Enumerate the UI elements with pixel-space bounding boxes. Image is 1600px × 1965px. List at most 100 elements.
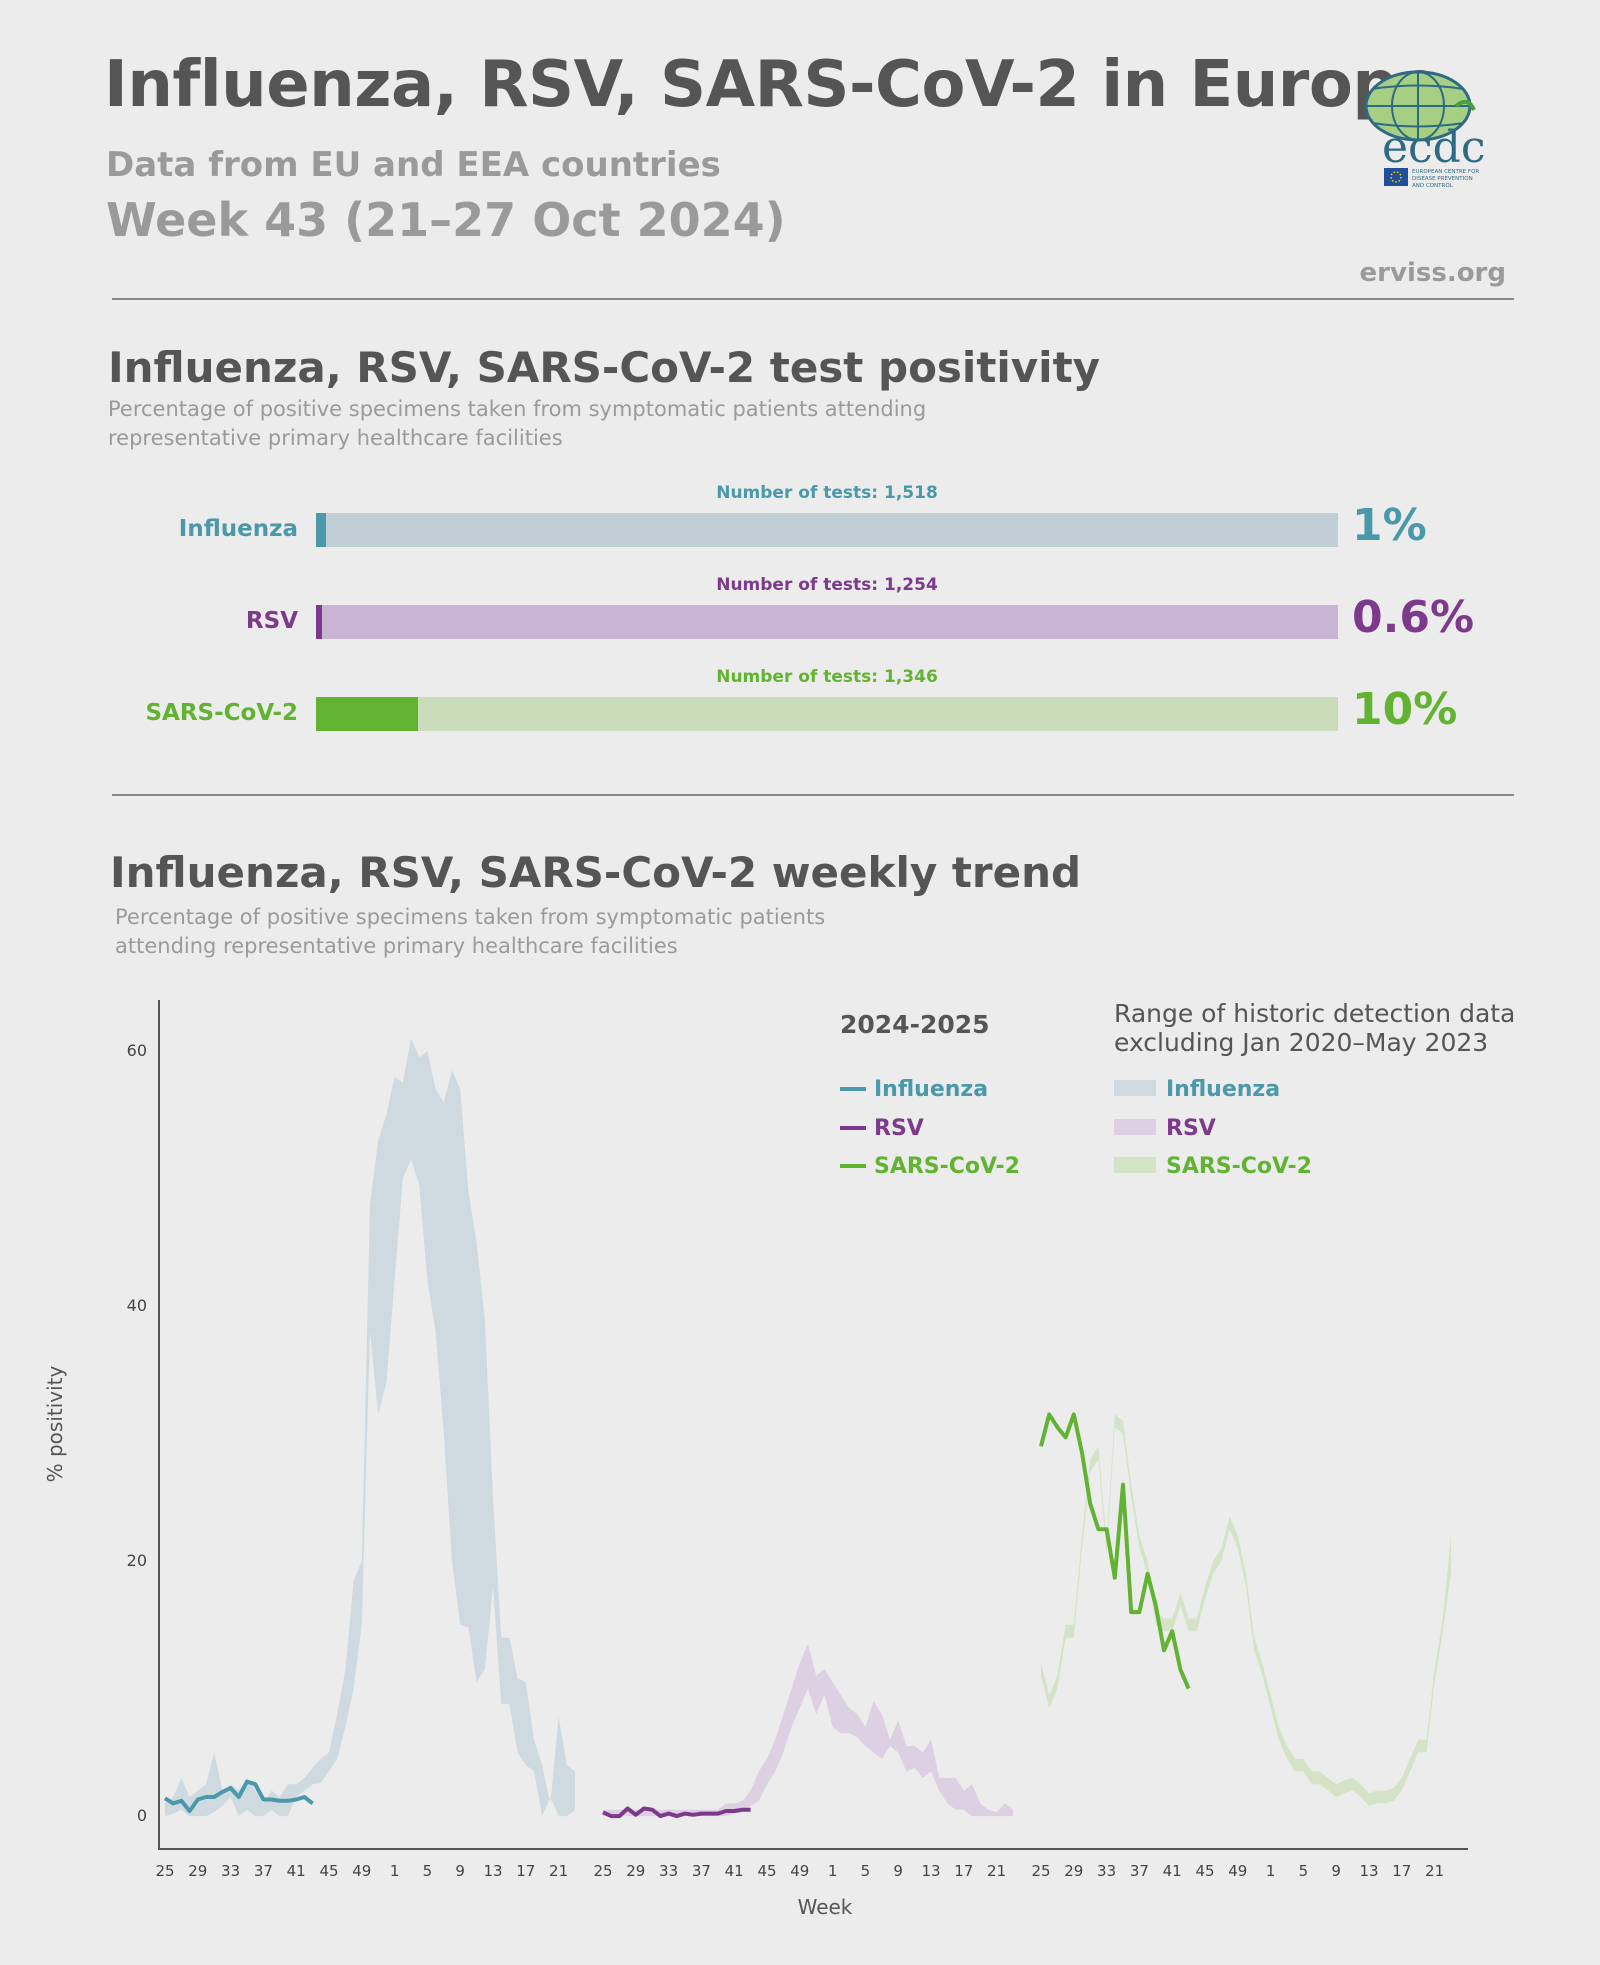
trend-subtitle: Percentage of positive specimens taken f… <box>115 903 825 961</box>
bar-fill-sars-cov-2 <box>316 697 419 731</box>
y-tick-label-20: 20 <box>127 1551 147 1570</box>
x-tick-label-influenza-33: 33 <box>221 1862 240 1880</box>
x-tick-label-rsv-49: 49 <box>790 1862 809 1880</box>
x-tick-label-rsv-45: 45 <box>757 1862 776 1880</box>
bar-track-influenza <box>316 513 1338 547</box>
legend-current-title: 2024-2025 <box>840 1010 990 1039</box>
x-tick-label-influenza-45: 45 <box>319 1862 338 1880</box>
trend-title: Influenza, RSV, SARS-CoV-2 weekly trend <box>110 848 1082 897</box>
x-tick-label-sars-cov-2-1: 1 <box>1266 1862 1276 1880</box>
logo-text: ecdc <box>1382 122 1486 173</box>
positivity-subtitle-line-1: Percentage of positive specimens taken f… <box>108 397 927 421</box>
site-link[interactable]: erviss.org <box>1359 258 1506 288</box>
positivity-subtitle: Percentage of positive specimens taken f… <box>108 395 926 453</box>
bar-label-influenza: Influenza <box>178 516 298 542</box>
x-tick-label-sars-cov-2-33: 33 <box>1097 1862 1116 1880</box>
x-tick-label-influenza-37: 37 <box>254 1862 273 1880</box>
current-season-line-rsv <box>602 1806 751 1819</box>
positivity-title: Influenza, RSV, SARS-CoV-2 test positivi… <box>108 343 1101 392</box>
x-tick-label-influenza-9: 9 <box>455 1862 465 1880</box>
tests-count-influenza: Number of tests: 1,518 <box>716 483 938 503</box>
legend-range-swatch-sars-cov-2 <box>1114 1157 1156 1173</box>
x-tick-label-influenza-29: 29 <box>188 1862 207 1880</box>
x-axis-label: Week <box>798 1895 853 1919</box>
positivity-row-influenza: Number of tests: 1,518 Influenza 1% <box>0 483 1600 563</box>
legend-range-title-line-2: excluding Jan 2020–May 2023 <box>1114 1028 1488 1057</box>
x-tick-label-sars-cov-2-21: 21 <box>1425 1862 1444 1880</box>
x-tick-label-influenza-41: 41 <box>287 1862 306 1880</box>
historic-range-band-rsv <box>603 1644 1013 1817</box>
page-subtitle-region: Data from EU and EEA countries <box>106 145 721 185</box>
logo-caption-1: EUROPEAN CENTRE FOR <box>1412 169 1479 175</box>
trend-subtitle-line-2: attending representative primary healthc… <box>115 934 678 958</box>
x-tick-label-sars-cov-2-29: 29 <box>1064 1862 1083 1880</box>
x-tick-label-influenza-21: 21 <box>549 1862 568 1880</box>
current-season-line-influenza <box>163 1779 314 1813</box>
x-tick-label-rsv-1: 1 <box>828 1862 838 1880</box>
x-tick-label-influenza-17: 17 <box>516 1862 535 1880</box>
bar-track-sars-cov-2 <box>316 697 1338 731</box>
bar-fill-rsv <box>316 605 323 639</box>
x-tick-label-influenza-13: 13 <box>483 1862 502 1880</box>
bar-fill-influenza <box>316 513 327 547</box>
positivity-subtitle-line-2: representative primary healthcare facili… <box>108 426 563 450</box>
x-tick-label-rsv-33: 33 <box>659 1862 678 1880</box>
divider-middle <box>112 794 1514 796</box>
positivity-row-sars-cov-2: Number of tests: 1,346 SARS-CoV-2 10% <box>0 667 1600 747</box>
x-tick-label-influenza-1: 1 <box>390 1862 400 1880</box>
y-tick-label-40: 40 <box>127 1296 147 1315</box>
logo-caption-3: AND CONTROL <box>1412 183 1454 189</box>
positivity-row-rsv: Number of tests: 1,254 RSV 0.6% <box>0 575 1600 655</box>
x-tick-label-influenza-5: 5 <box>423 1862 433 1880</box>
logo-caption-2: DISEASE PREVENTION <box>1412 176 1473 182</box>
x-tick-label-rsv-9: 9 <box>893 1862 903 1880</box>
trend-chart: 0 20 40 60 % positivity 25 29 33 37 41 45 49 1 5 9 13 17… <box>43 999 1515 1919</box>
x-tick-label-rsv-5: 5 <box>861 1862 871 1880</box>
bar-percent-influenza: 1% <box>1352 500 1427 551</box>
x-tick-label-sars-cov-2-17: 17 <box>1392 1862 1411 1880</box>
page-subtitle-week: Week 43 (21–27 Oct 2024) <box>106 193 786 247</box>
x-tick-label-rsv-29: 29 <box>626 1862 645 1880</box>
x-tick-label-sars-cov-2-13: 13 <box>1359 1862 1378 1880</box>
y-tick-label-0: 0 <box>137 1806 147 1825</box>
legend-current-label-influenza: Influenza <box>874 1077 988 1102</box>
legend-range-swatch-rsv <box>1114 1119 1156 1135</box>
x-tick-label-sars-cov-2-9: 9 <box>1331 1862 1341 1880</box>
tests-count-sars-cov-2: Number of tests: 1,346 <box>716 667 938 687</box>
x-tick-label-sars-cov-2-45: 45 <box>1195 1862 1214 1880</box>
legend-current-label-sars-cov-2: SARS-CoV-2 <box>874 1154 1020 1179</box>
legend-range-label-rsv: RSV <box>1166 1116 1216 1141</box>
x-tick-label-rsv-17: 17 <box>954 1862 973 1880</box>
legend-current-label-rsv: RSV <box>874 1116 924 1141</box>
x-tick-label-rsv-25: 25 <box>593 1862 612 1880</box>
current-season-line-sars-cov-2 <box>1039 1412 1191 1690</box>
historic-range-band-sars-cov-2 <box>1041 1414 1451 1806</box>
divider-top <box>112 298 1514 300</box>
historic-range-band-influenza <box>165 1038 575 1817</box>
y-tick-label-60: 60 <box>127 1041 147 1060</box>
x-tick-label-rsv-37: 37 <box>692 1862 711 1880</box>
bar-track-rsv <box>316 605 1338 639</box>
bar-percent-sars-cov-2: 10% <box>1352 684 1458 735</box>
x-tick-label-rsv-13: 13 <box>921 1862 940 1880</box>
x-tick-label-influenza-49: 49 <box>352 1862 371 1880</box>
y-axis-label: % positivity <box>43 1365 67 1482</box>
x-tick-label-sars-cov-2-25: 25 <box>1031 1862 1050 1880</box>
legend-range-label-sars-cov-2: SARS-CoV-2 <box>1166 1154 1312 1179</box>
legend-range-swatch-influenza <box>1114 1080 1156 1096</box>
bar-label-rsv: RSV <box>245 608 298 634</box>
x-tick-label-rsv-21: 21 <box>987 1862 1006 1880</box>
bar-label-sars-cov-2: SARS-CoV-2 <box>145 700 298 726</box>
legend-range-label-influenza: Influenza <box>1166 1077 1280 1102</box>
x-tick-label-influenza-25: 25 <box>155 1862 174 1880</box>
x-tick-label-sars-cov-2-49: 49 <box>1228 1862 1247 1880</box>
legend-range-title-line-1: Range of historic detection data <box>1114 999 1515 1028</box>
bar-percent-rsv: 0.6% <box>1352 592 1475 643</box>
ecdc-logo: ecdc EUROPEAN CENTRE FOR DISEASE PREVENT… <box>1364 70 1486 189</box>
x-tick-label-sars-cov-2-37: 37 <box>1130 1862 1149 1880</box>
x-tick-label-sars-cov-2-41: 41 <box>1163 1862 1182 1880</box>
trend-subtitle-line-1: Percentage of positive specimens taken f… <box>115 905 826 929</box>
x-tick-label-rsv-41: 41 <box>725 1862 744 1880</box>
x-tick-label-sars-cov-2-5: 5 <box>1299 1862 1309 1880</box>
tests-count-rsv: Number of tests: 1,254 <box>716 575 938 595</box>
